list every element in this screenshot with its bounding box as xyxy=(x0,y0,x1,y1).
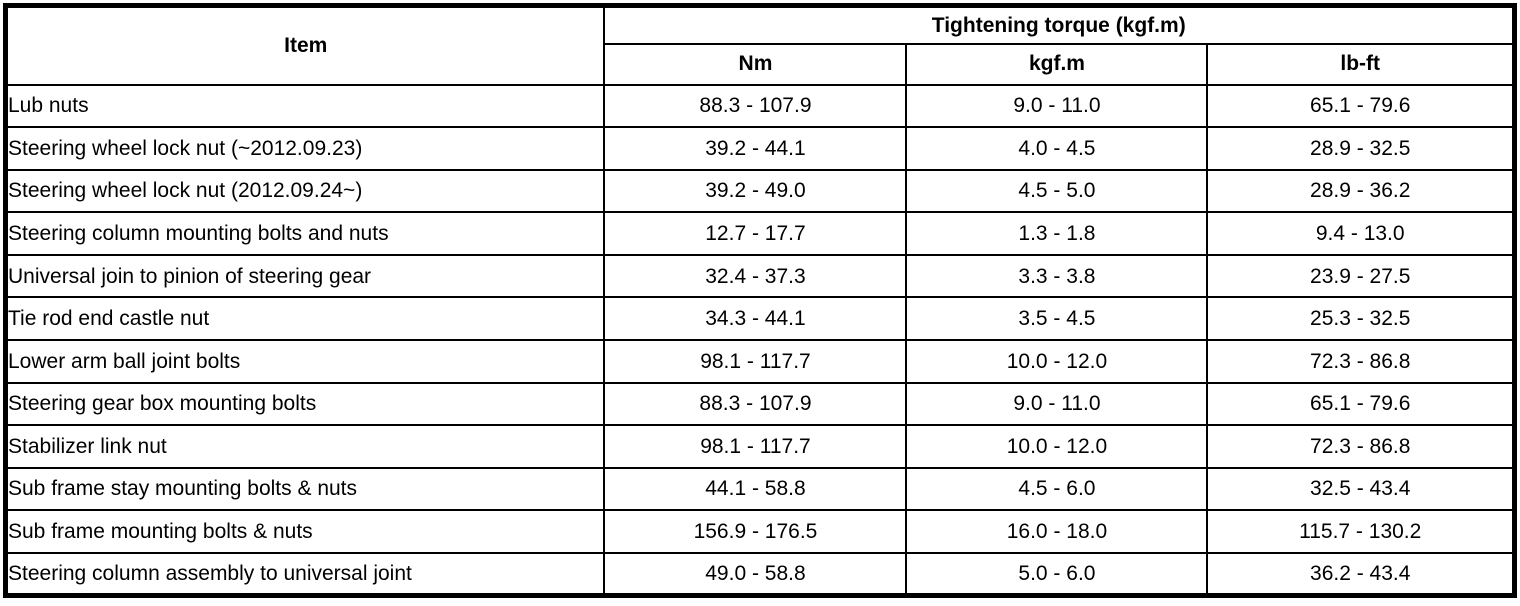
table-row: Sub frame mounting bolts & nuts 156.9 - … xyxy=(4,509,1516,554)
item-cell: Steering column mounting bolts and nuts xyxy=(4,211,606,256)
table-row: Steering column assembly to universal jo… xyxy=(4,551,1516,597)
lbft-cell: 9.4 - 13.0 xyxy=(1206,211,1516,256)
item-cell: Steering gear box mounting bolts xyxy=(4,381,606,427)
header-row-units: Nm kgf.m lb-ft xyxy=(6,42,1516,86)
table-body: Lub nuts 88.3 - 107.9 9.0 - 11.0 65.1 - … xyxy=(4,83,1516,597)
lbft-cell: 65.1 - 79.6 xyxy=(1206,83,1516,129)
kgfm-cell: 3.5 - 4.5 xyxy=(905,296,1209,341)
table-row: Steering gear box mounting bolts 88.3 - … xyxy=(4,381,1516,427)
nm-cell: 156.9 - 176.5 xyxy=(603,509,908,554)
lbft-cell: 65.1 - 79.6 xyxy=(1206,381,1516,427)
table-row: Universal join to pinion of steering gea… xyxy=(4,253,1516,299)
item-cell: Lub nuts xyxy=(4,83,606,129)
nm-cell: 39.2 - 49.0 xyxy=(603,168,908,214)
kgfm-column-header: kgf.m xyxy=(905,42,1209,86)
nm-cell: 12.7 - 17.7 xyxy=(603,211,908,256)
lbft-cell: 72.3 - 86.8 xyxy=(1206,424,1516,469)
table-row: Tie rod end castle nut 34.3 - 44.1 3.5 -… xyxy=(4,296,1516,341)
item-cell: Universal join to pinion of steering gea… xyxy=(4,253,606,299)
kgfm-cell: 16.0 - 18.0 xyxy=(905,509,1209,554)
kgfm-cell: 9.0 - 11.0 xyxy=(905,381,1209,427)
kgfm-cell: 5.0 - 6.0 xyxy=(905,551,1209,597)
kgfm-cell: 10.0 - 12.0 xyxy=(905,424,1209,469)
table-header: Item Tightening torque (kgf.m) Nm kgf.m … xyxy=(4,4,1516,86)
nm-cell: 88.3 - 107.9 xyxy=(603,381,908,427)
item-cell: Sub frame stay mounting bolts & nuts xyxy=(4,466,606,512)
table-row: Stabilizer link nut 98.1 - 117.7 10.0 - … xyxy=(4,424,1516,469)
lbft-cell: 72.3 - 86.8 xyxy=(1206,338,1516,384)
item-cell: Lower arm ball joint bolts xyxy=(4,338,606,384)
lbft-cell: 23.9 - 27.5 xyxy=(1206,253,1516,299)
item-cell: Steering wheel lock nut (~2012.09.23) xyxy=(4,126,606,171)
table-row: Lub nuts 88.3 - 107.9 9.0 - 11.0 65.1 - … xyxy=(4,83,1516,129)
nm-cell: 98.1 - 117.7 xyxy=(603,424,908,469)
torque-table: Item Tightening torque (kgf.m) Nm kgf.m … xyxy=(3,3,1517,598)
header-row-group: Item Tightening torque (kgf.m) xyxy=(4,4,1516,86)
kgfm-cell: 9.0 - 11.0 xyxy=(905,83,1209,129)
kgfm-cell: 1.3 - 1.8 xyxy=(905,211,1209,256)
table-row: Lower arm ball joint bolts 98.1 - 117.7 … xyxy=(4,338,1516,384)
table-row: Steering wheel lock nut (~2012.09.23) 39… xyxy=(4,126,1516,171)
lbft-cell: 115.7 - 130.2 xyxy=(1206,509,1516,554)
table-row: Steering column mounting bolts and nuts … xyxy=(4,211,1516,256)
lbft-cell: 28.9 - 32.5 xyxy=(1206,126,1516,171)
item-cell: Stabilizer link nut xyxy=(4,424,606,469)
kgfm-cell: 4.5 - 6.0 xyxy=(905,466,1209,512)
table-row: Sub frame stay mounting bolts & nuts 44.… xyxy=(4,466,1516,512)
item-cell: Sub frame mounting bolts & nuts xyxy=(4,509,606,554)
nm-cell: 88.3 - 107.9 xyxy=(603,83,908,129)
nm-cell: 34.3 - 44.1 xyxy=(603,296,908,341)
lbft-cell: 36.2 - 43.4 xyxy=(1206,551,1516,597)
lbft-column-header: lb-ft xyxy=(1206,42,1516,86)
lbft-cell: 25.3 - 32.5 xyxy=(1206,296,1516,341)
item-cell: Steering wheel lock nut (2012.09.24~) xyxy=(4,168,606,214)
item-column-header: Item xyxy=(4,4,606,86)
item-cell: Steering column assembly to universal jo… xyxy=(4,551,606,597)
nm-cell: 39.2 - 44.1 xyxy=(603,126,908,171)
item-cell: Tie rod end castle nut xyxy=(4,296,606,341)
kgfm-cell: 3.3 - 3.8 xyxy=(905,253,1209,299)
table-row: Steering wheel lock nut (2012.09.24~) 39… xyxy=(4,168,1516,214)
lbft-cell: 28.9 - 36.2 xyxy=(1206,168,1516,214)
kgfm-cell: 4.5 - 5.0 xyxy=(905,168,1209,214)
kgfm-cell: 10.0 - 12.0 xyxy=(905,338,1209,384)
torque-group-header: Tightening torque (kgf.m) xyxy=(603,4,1516,45)
nm-cell: 44.1 - 58.8 xyxy=(603,466,908,512)
lbft-cell: 32.5 - 43.4 xyxy=(1206,466,1516,512)
nm-cell: 32.4 - 37.3 xyxy=(603,253,908,299)
nm-cell: 49.0 - 58.8 xyxy=(603,551,908,597)
nm-column-header: Nm xyxy=(603,42,908,86)
nm-cell: 98.1 - 117.7 xyxy=(603,338,908,384)
kgfm-cell: 4.0 - 4.5 xyxy=(905,126,1209,171)
